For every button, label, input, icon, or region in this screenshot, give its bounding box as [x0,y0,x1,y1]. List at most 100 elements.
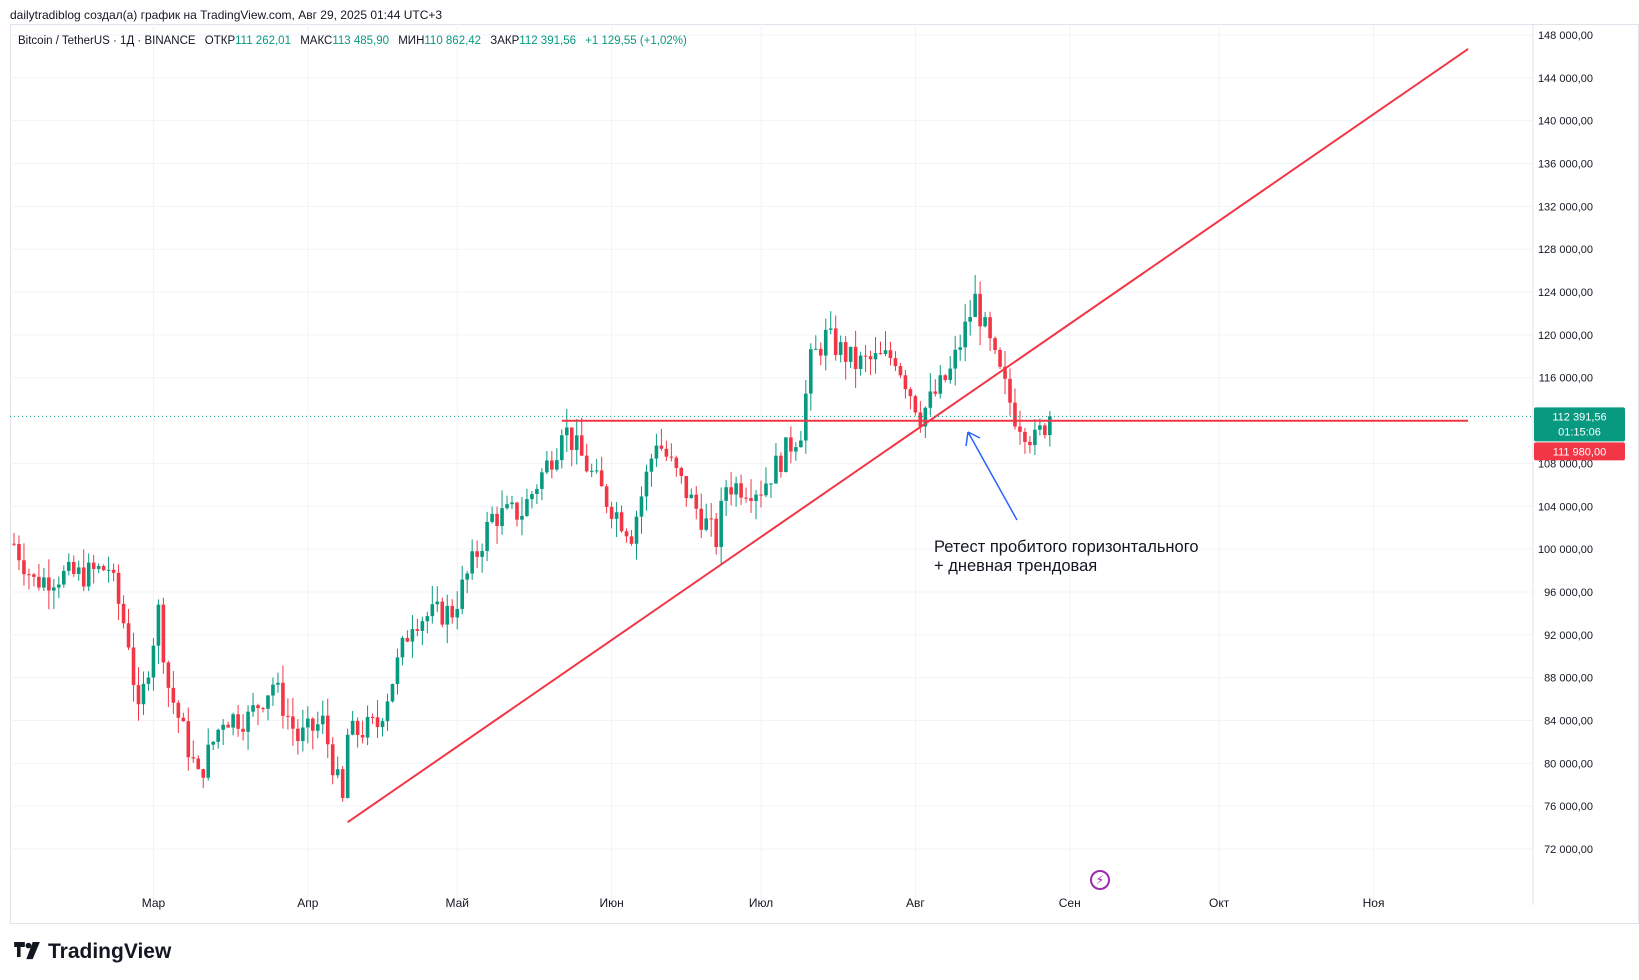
candle-body [22,560,26,575]
candle-body [181,717,186,722]
candle-body [729,487,733,495]
candle-body [271,684,275,696]
candle-body [141,683,146,705]
annotation-arrow [967,431,1018,521]
y-tick-label: 76 000,00 [1544,801,1593,813]
candle-body [76,567,81,574]
candle-body [968,316,972,322]
candle-body [719,500,723,548]
candle-body [296,728,300,742]
candle-body [684,475,689,499]
candle-body [828,328,833,330]
candle-body [744,497,748,499]
candle-body [57,584,61,588]
y-tick-label: 148 000,00 [1538,30,1593,42]
y-tick-label: 140 000,00 [1538,116,1593,128]
y-tick-label: 116 000,00 [1539,373,1593,385]
candle-body [37,576,41,588]
level-price-value: 111 980,00 [1553,446,1606,458]
y-tick-label: 132 000,00 [1538,201,1593,213]
candle-body [589,470,594,472]
candle-body [251,705,255,712]
lightning-icon[interactable]: ⚡ [1090,870,1110,890]
candle-body [550,460,554,470]
candle-body [898,366,903,376]
tradingview-brand[interactable]: TradingView [12,940,171,964]
y-tick-label: 124 000,00 [1538,287,1593,299]
candle-body [789,437,793,452]
candle-body [320,715,325,725]
y-tick-label: 136 000,00 [1538,159,1593,171]
candle-body [1038,425,1042,430]
candle-body [146,677,151,684]
candle-body [126,623,131,648]
chart-annotation[interactable]: Ретест пробитого горизонтального + дневн… [934,538,1199,576]
candle-body [425,616,430,622]
candle-body [510,502,514,505]
candle-body [330,744,335,776]
candle-body [465,573,469,580]
candle-body [111,569,116,573]
candle-body [400,637,405,658]
candle-body [843,342,848,362]
candle-body [908,389,913,397]
symbol-legend: Bitcoin / TetherUS · 1Д · BINANCE ОТКР 11… [18,35,687,47]
candle-body [520,515,524,520]
y-tick-label: 128 000,00 [1538,244,1593,256]
candle-body [799,440,803,448]
candle-body [629,536,634,544]
candle-body [1018,426,1022,432]
legend-open-label: ОТКР [204,35,236,47]
candle-body [47,577,51,591]
candle-body [654,445,659,459]
candle-body [794,447,798,452]
candle-body [395,657,400,685]
candle-body [201,769,206,778]
y-tick-label: 80 000,00 [1544,758,1593,770]
candle-body [813,348,818,350]
candle-body [858,355,863,369]
candle-body [1048,416,1052,436]
x-tick-label: Ноя [1363,896,1385,910]
candle-body [241,728,245,732]
candle-body [804,393,808,441]
candle-body [96,566,101,569]
candle-body [679,467,684,476]
candle-body [669,456,674,458]
y-tick-label: 84 000,00 [1544,715,1593,727]
y-tick-label: 104 000,00 [1538,501,1593,513]
candle-body [973,293,977,317]
candle-body [634,516,639,544]
annotation-arrowhead [965,431,981,447]
x-tick-label: Окт [1209,896,1230,910]
candle-body [878,353,883,355]
candle-body [365,716,370,738]
candle-body [873,353,878,360]
y-tick-label: 72 000,00 [1544,844,1593,856]
candle-body [958,347,962,350]
y-tick-label: 108 000,00 [1538,458,1593,470]
candle-body [301,727,305,742]
candle-body [370,716,375,718]
candle-body [291,716,295,729]
candle-body [649,458,654,472]
y-tick-label: 92 000,00 [1544,630,1593,642]
legend-high: 113 485,90 [332,35,390,47]
candle-body [639,496,644,517]
x-tick-label: Июл [749,896,773,910]
candle-body [724,487,728,501]
candle-body [903,375,908,390]
candle-body [485,521,489,552]
candle-body [918,412,923,427]
y-tick-label: 120 000,00 [1538,330,1593,342]
candle-body [893,358,898,367]
candle-body [350,720,355,735]
legend-symbol: Bitcoin / TetherUS · 1Д · BINANCE [18,35,196,47]
candle-body [560,435,564,461]
candle-body [505,504,509,509]
legend-change: +1 129,55 (+1,02%) [585,35,687,47]
candle-body [734,483,738,495]
candle-body [236,714,240,729]
last-price-value: 112 391,56 [1552,411,1606,423]
